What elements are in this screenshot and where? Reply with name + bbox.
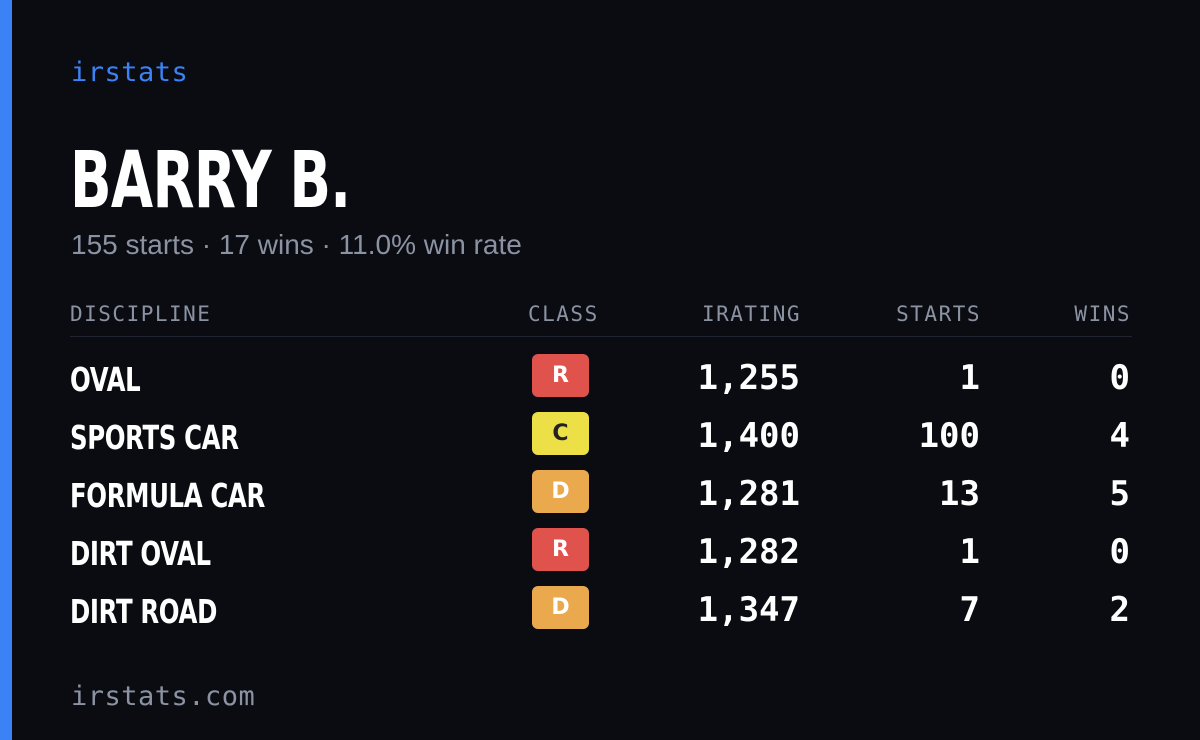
header-starts: STARTS bbox=[896, 302, 981, 326]
starts-value: 1 bbox=[959, 532, 980, 572]
class-badge: D bbox=[532, 586, 589, 629]
wins-value: 5 bbox=[1109, 474, 1130, 514]
table-header: DISCIPLINE CLASS IRATING STARTS WINS bbox=[70, 296, 1132, 337]
accent-bar bbox=[0, 0, 12, 740]
discipline-name: SPORTS CAR bbox=[70, 418, 239, 457]
header-irating: IRATING bbox=[701, 302, 801, 326]
discipline-name: DIRT ROAD bbox=[70, 592, 217, 631]
starts-value: 13 bbox=[939, 474, 980, 514]
driver-name: BARRY B. bbox=[70, 136, 351, 226]
table-row: SPORTS CAR C 1,400 100 4 bbox=[70, 412, 1132, 470]
class-badge: D bbox=[532, 470, 589, 513]
irating-value: 1,400 bbox=[697, 416, 800, 456]
driver-summary: 155 starts · 17 wins · 11.0% win rate bbox=[71, 229, 522, 260]
table-row: FORMULA CAR D 1,281 13 5 bbox=[70, 470, 1132, 528]
starts-value: 100 bbox=[918, 416, 980, 456]
wins-value: 4 bbox=[1109, 416, 1130, 456]
starts-value: 1 bbox=[959, 358, 980, 398]
table-row: OVAL R 1,255 1 0 bbox=[70, 354, 1132, 412]
irating-value: 1,255 bbox=[697, 358, 800, 398]
discipline-name: OVAL bbox=[70, 360, 141, 399]
header-class: CLASS bbox=[528, 302, 599, 326]
brand-logo-text: irstats bbox=[71, 57, 189, 88]
table-row: DIRT ROAD D 1,347 7 2 bbox=[70, 586, 1132, 644]
header-wins: WINS bbox=[1074, 302, 1131, 326]
class-badge: R bbox=[532, 528, 589, 571]
wins-value: 0 bbox=[1109, 358, 1130, 398]
discipline-name: DIRT OVAL bbox=[70, 534, 211, 573]
table-row: DIRT OVAL R 1,282 1 0 bbox=[70, 528, 1132, 586]
irating-value: 1,282 bbox=[697, 532, 800, 572]
wins-value: 2 bbox=[1109, 590, 1130, 630]
discipline-name: FORMULA CAR bbox=[70, 476, 265, 515]
header-discipline: DISCIPLINE bbox=[70, 302, 212, 326]
wins-value: 0 bbox=[1109, 532, 1130, 572]
discipline-table: DISCIPLINE CLASS IRATING STARTS WINS OVA… bbox=[70, 296, 1132, 631]
starts-value: 7 bbox=[959, 590, 980, 630]
class-badge: C bbox=[532, 412, 589, 455]
class-badge: R bbox=[532, 354, 589, 397]
irating-value: 1,281 bbox=[697, 474, 800, 514]
footer-url: irstats.com bbox=[71, 681, 256, 712]
irating-value: 1,347 bbox=[697, 590, 800, 630]
